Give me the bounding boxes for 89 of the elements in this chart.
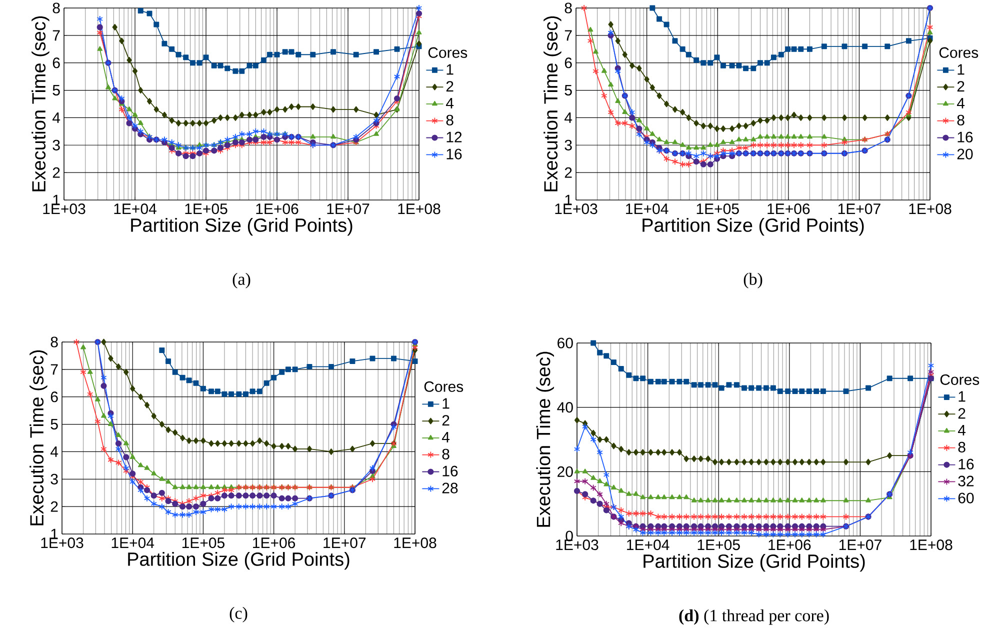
x-tick-label: 1E+05 <box>698 540 740 550</box>
x-tick-label: 1E+05 <box>696 204 739 214</box>
x-tick-label: 1E+04 <box>627 540 670 550</box>
x-axis-title: Partition Size (Grid Points) <box>644 554 865 572</box>
y-tick-label: 5 <box>564 85 572 96</box>
x-tick-label: 1E+04 <box>114 204 156 214</box>
legend-label: 4 <box>442 432 450 442</box>
y-tick-label: 3 <box>52 140 60 150</box>
x-tick-label: 1E+08 <box>398 204 440 214</box>
legend-label: 16 <box>442 466 458 476</box>
legend-label: 1 <box>442 398 450 409</box>
x-tick-label: 1E+04 <box>626 204 668 214</box>
y-tick-label: 4 <box>52 112 60 123</box>
legend-title: Cores <box>939 47 978 58</box>
x-tick-label: 1E+05 <box>182 538 224 548</box>
y-tick-label: 8 <box>50 336 58 348</box>
y-tick-label: 60 <box>558 338 573 348</box>
legend-label: 1 <box>958 391 966 402</box>
text: (b) <box>744 272 762 288</box>
x-axis-title: Partition Size (Grid Points) <box>642 218 864 236</box>
text: (d) (1 thread per core) <box>679 609 829 625</box>
y-tick-label: 8 <box>564 2 572 14</box>
legend-label: 4 <box>446 98 454 108</box>
x-tick-label: 1E+06 <box>256 204 298 214</box>
y-tick-label: 2 <box>564 167 572 178</box>
x-tick-label: 1E+08 <box>909 204 952 214</box>
legend-label: 8 <box>958 442 966 452</box>
legend-label: 16 <box>446 148 462 160</box>
legend-title: Cores <box>424 381 464 392</box>
x-axis-title: Partition Size (Grid Points) <box>131 218 352 236</box>
x-tick-label: 1E+07 <box>838 204 880 214</box>
y-tick-label: 5 <box>50 419 58 430</box>
y-tick-label: 6 <box>50 392 58 402</box>
y-tick-label: 20 <box>558 466 573 477</box>
x-tick-label: 1E+03 <box>555 204 598 214</box>
x-tick-label: 1E+07 <box>839 540 882 550</box>
legend-title: Cores <box>428 47 468 58</box>
y-axis-title: Execution Time (sec) <box>32 16 50 192</box>
legend-label: 28 <box>442 482 458 494</box>
x-axis-title: Partition Size (Grid Points) <box>128 552 350 570</box>
legend-label: 2 <box>446 81 454 92</box>
y-tick-label: 3 <box>50 474 58 484</box>
x-tick-label: 1E+08 <box>394 538 436 548</box>
legend-label: 1 <box>446 64 454 75</box>
legend-label: 16 <box>958 458 974 470</box>
x-tick-label: 1E+03 <box>41 538 84 548</box>
y-tick-label: 7 <box>50 364 58 375</box>
text: (c) <box>230 606 248 622</box>
y-tick-label: 6 <box>52 58 60 68</box>
legend-title: Cores <box>940 374 980 385</box>
y-tick-label: 7 <box>52 30 60 41</box>
x-tick-label: 1E+07 <box>327 204 370 214</box>
y-tick-label: 5 <box>52 85 60 96</box>
legend-label: 8 <box>957 114 964 126</box>
legend-label: 32 <box>958 476 974 486</box>
x-tick-label: 1E+08 <box>910 540 952 550</box>
text: (a) <box>232 272 250 288</box>
x-tick-label: 1E+06 <box>768 204 810 214</box>
legend-label: 20 <box>957 148 973 160</box>
legend-label: 4 <box>958 425 966 436</box>
y-tick-label: 2 <box>50 501 58 512</box>
y-tick-label: 3 <box>564 140 572 150</box>
y-tick-label: 2 <box>52 167 60 178</box>
legend-label: 4 <box>956 98 965 108</box>
legend-label: 16 <box>958 132 973 142</box>
y-tick-label: 40 <box>557 402 573 413</box>
legend-label: 2 <box>957 81 964 92</box>
legend-label: 2 <box>442 415 450 426</box>
legend-label: 2 <box>958 408 966 419</box>
x-tick-label: 1E+03 <box>556 540 598 550</box>
legend-label: 60 <box>958 492 974 504</box>
x-tick-label: 1E+06 <box>253 538 296 548</box>
x-tick-label: 1E+04 <box>112 538 154 548</box>
y-axis-title: Execution Time (sec) <box>544 16 562 192</box>
y-tick-label: 4 <box>50 446 58 457</box>
legend-label: 12 <box>446 132 462 142</box>
y-tick-label: 6 <box>564 58 572 68</box>
x-tick-label: 1E+05 <box>185 204 228 214</box>
legend-label: 8 <box>446 114 454 126</box>
y-tick-label: 8 <box>52 2 60 14</box>
x-tick-label: 1E+07 <box>324 538 366 548</box>
y-axis-title: Execution Time (sec) <box>30 350 48 526</box>
y-axis-title: Execution Time (sec) <box>536 352 554 527</box>
x-tick-label: 1E+06 <box>768 540 811 550</box>
y-tick-label: 7 <box>564 30 572 41</box>
legend-label: 8 <box>442 448 450 460</box>
x-tick-label: 1E+03 <box>43 204 86 214</box>
y-tick-label: 4 <box>564 112 572 123</box>
legend-label: 1 <box>958 64 964 75</box>
